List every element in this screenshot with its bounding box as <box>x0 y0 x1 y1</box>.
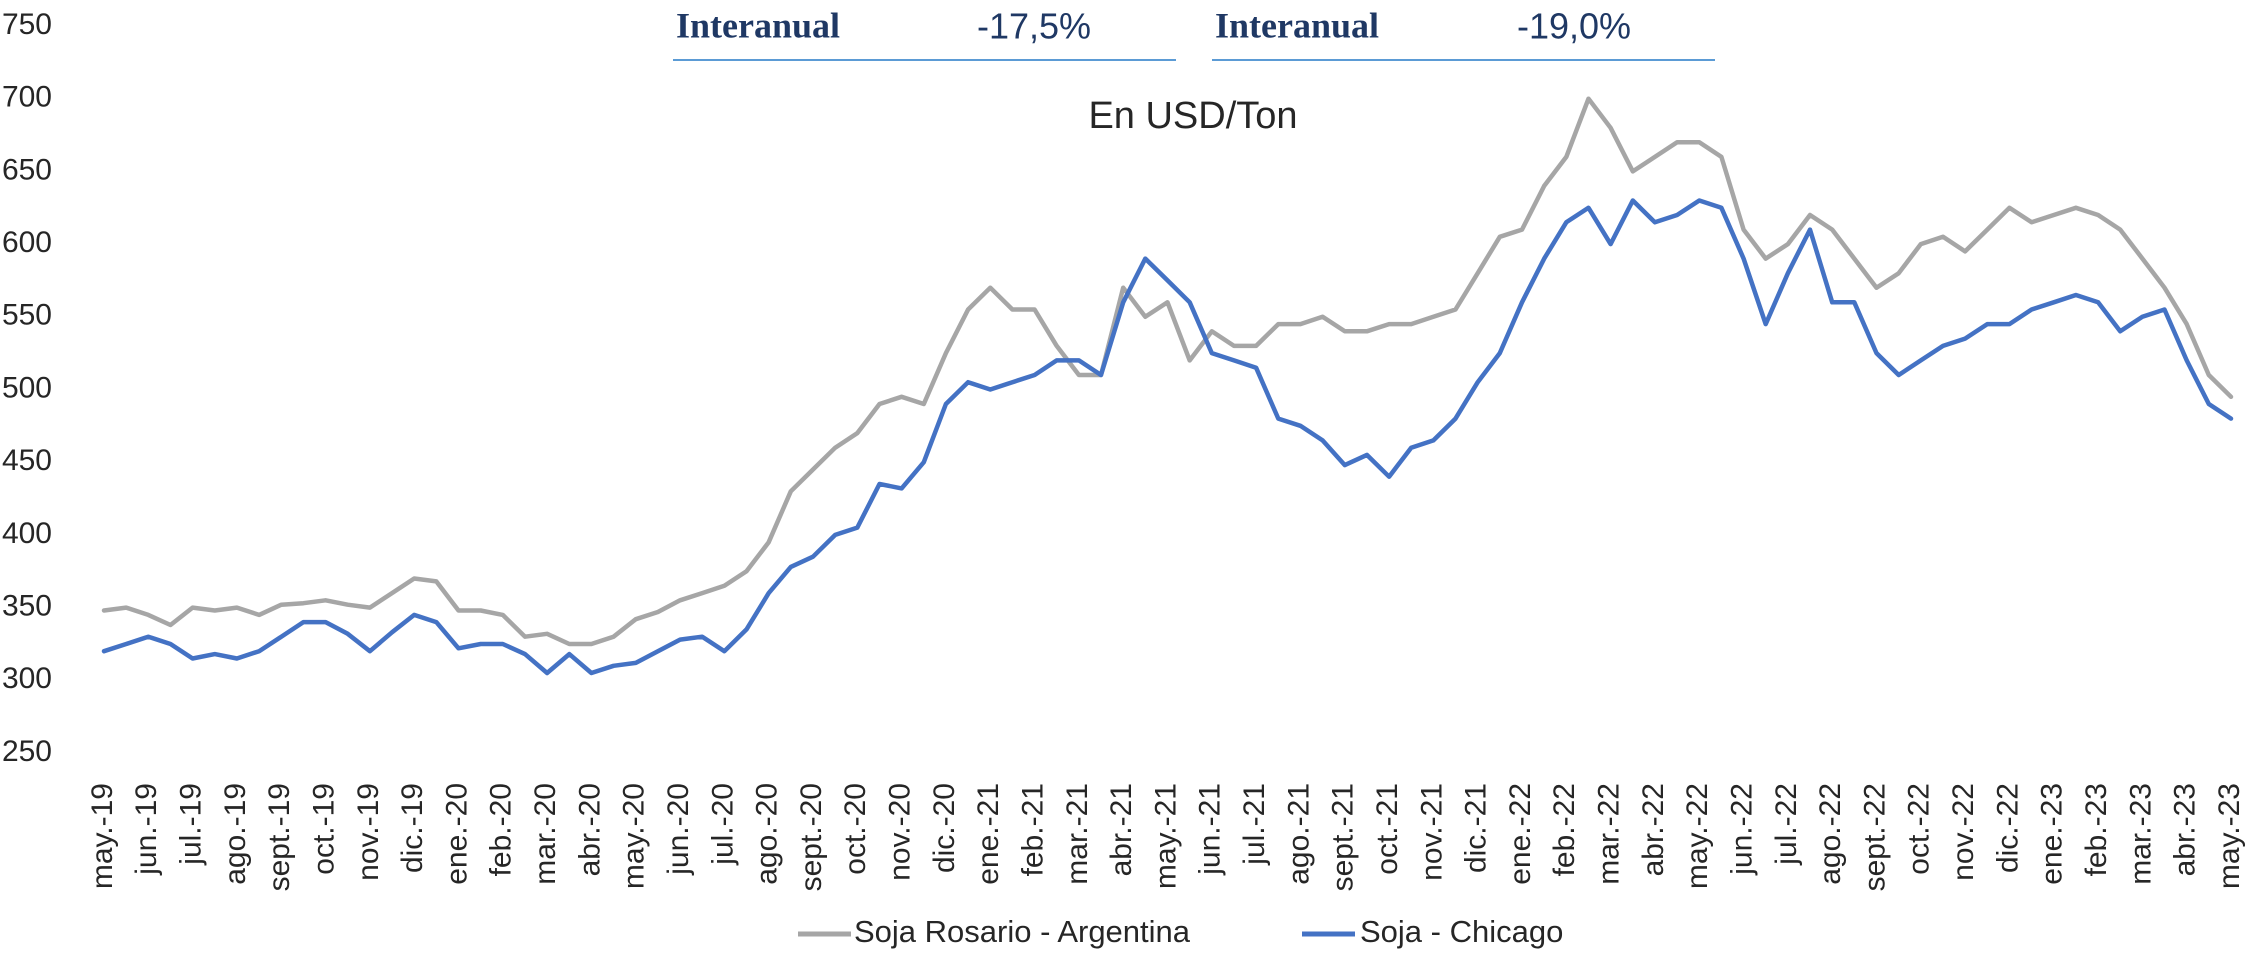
y-tick-label: 450 <box>2 444 52 477</box>
x-tick-label: jun.-19 <box>130 783 163 876</box>
x-tick-label: ago.-19 <box>219 783 252 885</box>
x-tick-label: sept.-20 <box>795 783 828 891</box>
x-tick-label: ene.-22 <box>1504 783 1537 885</box>
x-tick-label: oct.-22 <box>1903 783 1936 875</box>
y-tick-label: 300 <box>2 662 52 695</box>
x-tick-label: sept.-21 <box>1327 783 1360 891</box>
x-tick-label: sept.-19 <box>263 783 296 891</box>
x-tick-label: dic.-20 <box>928 783 961 873</box>
x-tick-label: ene.-21 <box>972 783 1005 885</box>
x-tick-label: jun.-21 <box>1194 783 1227 876</box>
x-tick-label: jul.-21 <box>1238 783 1271 866</box>
chart-subtitle: En USD/Ton <box>1088 95 1297 137</box>
x-tick-label: nov.-19 <box>352 783 385 881</box>
annotation-label: Interanual <box>676 5 840 45</box>
x-tick-label: may.-21 <box>1149 783 1182 889</box>
x-tick-label: jul.-20 <box>706 783 739 866</box>
x-tick-label: oct.-20 <box>839 783 872 875</box>
x-tick-label: mar.-23 <box>2124 783 2157 885</box>
annotation-value: -19,0% <box>1517 6 1631 47</box>
x-tick-label: ene.-23 <box>2036 783 2069 885</box>
x-tick-label: jun.-20 <box>662 783 695 876</box>
x-tick-label: feb.-22 <box>1548 783 1581 876</box>
x-tick-label: abr.-22 <box>1637 783 1670 876</box>
y-tick-label: 600 <box>2 226 52 259</box>
y-tick-label: 500 <box>2 371 52 404</box>
x-tick-label: ago.-22 <box>1814 783 1847 885</box>
y-tick-label: 650 <box>2 153 52 186</box>
x-tick-label: mar.-20 <box>529 783 562 885</box>
x-tick-label: dic.-19 <box>396 783 429 873</box>
annotation-value: -17,5% <box>977 6 1091 47</box>
x-tick-label: abr.-23 <box>2169 783 2202 876</box>
x-tick-label: may.-23 <box>2213 783 2246 889</box>
x-tick-label: ago.-20 <box>751 783 784 885</box>
x-tick-label: ago.-21 <box>1282 783 1315 885</box>
x-tick-label: may.-19 <box>86 783 119 889</box>
x-tick-label: mar.-22 <box>1593 783 1626 885</box>
y-tick-label: 550 <box>2 299 52 332</box>
x-tick-label: nov.-20 <box>884 783 917 881</box>
y-tick-label: 250 <box>2 735 52 768</box>
x-tick-label: feb.-21 <box>1016 783 1049 876</box>
line-series <box>101 198 2234 676</box>
x-tick-label: may.-22 <box>1681 783 1714 889</box>
x-tick-label: abr.-20 <box>573 783 606 876</box>
x-tick-label: nov.-21 <box>1415 783 1448 881</box>
x-tick-label: dic.-21 <box>1460 783 1493 873</box>
x-tick-label: abr.-21 <box>1105 783 1138 876</box>
x-tick-label: ene.-20 <box>440 783 473 885</box>
legend-label: Soja - Chicago <box>1360 914 1563 949</box>
x-tick-label: oct.-19 <box>307 783 340 875</box>
x-tick-label: feb.-23 <box>2080 783 2113 876</box>
annotation: Interanual -19,0% <box>1212 5 1715 61</box>
line-series <box>101 96 2234 647</box>
x-tick-label: jul.-22 <box>1770 783 1803 866</box>
x-tick-label: dic.-22 <box>1991 783 2024 873</box>
x-tick-label: jun.-22 <box>1725 783 1758 876</box>
annotation: Interanual -17,5% <box>673 5 1176 61</box>
x-tick-label: oct.-21 <box>1371 783 1404 875</box>
x-tick-label: feb.-20 <box>485 783 518 876</box>
x-tick-label: nov.-22 <box>1947 783 1980 881</box>
x-tick-label: jul.-19 <box>175 783 208 866</box>
annotation-label: Interanual <box>1215 5 1379 45</box>
x-tick-label: sept.-22 <box>1858 783 1891 891</box>
y-tick-label: 700 <box>2 81 52 114</box>
y-tick-label: 350 <box>2 590 52 623</box>
y-tick-label: 750 <box>2 8 52 41</box>
y-tick-label: 400 <box>2 517 52 550</box>
x-tick-label: mar.-21 <box>1061 783 1094 885</box>
legend-label: Soja Rosario - Argentina <box>854 914 1191 949</box>
x-tick-label: may.-20 <box>618 783 651 889</box>
